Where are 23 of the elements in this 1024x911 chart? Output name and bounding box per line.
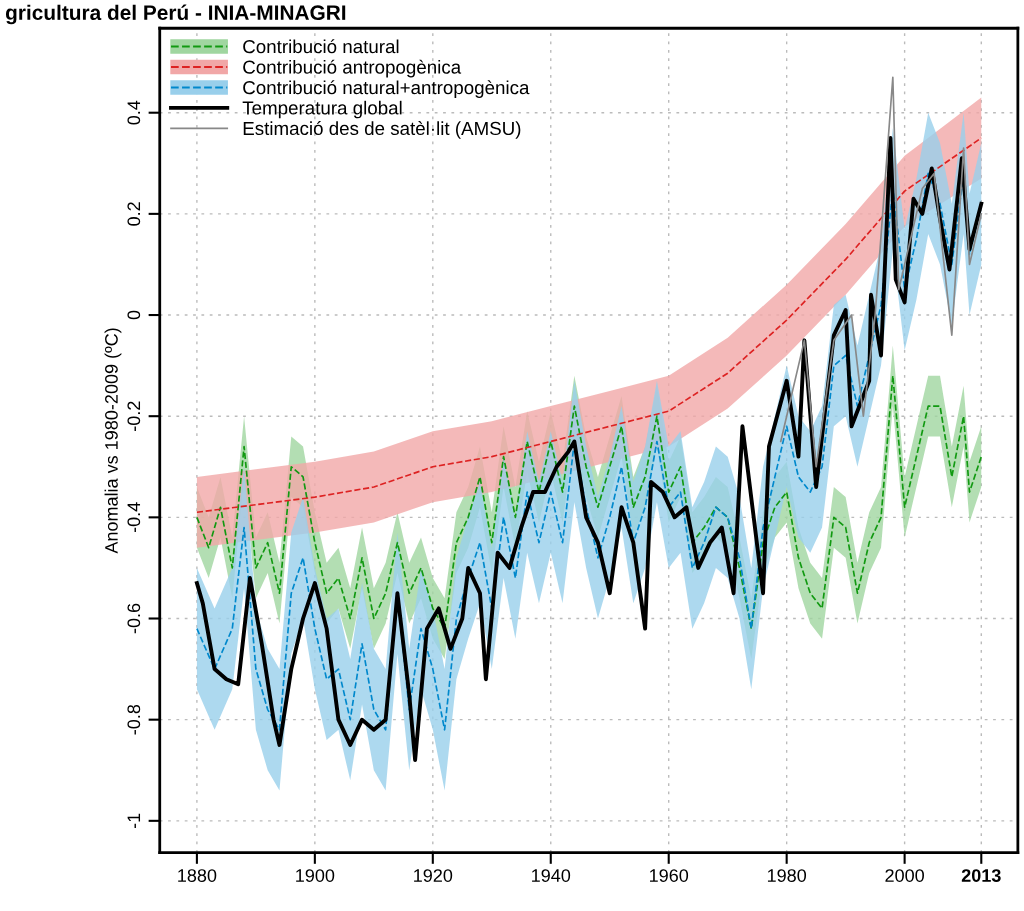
y-tick-label: -0.8 <box>127 704 141 735</box>
y-tick-label: 0 <box>127 310 141 320</box>
y-tick-label: 0.2 <box>127 202 141 226</box>
legend-label: Contribució natural+antropogènica <box>243 80 530 98</box>
legend-label: Contribució natural <box>243 39 399 54</box>
legend-label: Temperatura global <box>242 100 402 119</box>
y-tick-label: -0.2 <box>127 401 141 431</box>
x-tick-label: 1900 <box>296 869 335 882</box>
x-tick-label: 1960 <box>650 869 689 882</box>
x-tick-label: 1940 <box>532 869 571 882</box>
y-tick-label: -0.6 <box>127 603 141 634</box>
legend-label: Estimació des de satèl·lit (AMSU) <box>243 121 521 139</box>
text: gricultura del Perú - INIA-MINAGRI <box>5 4 346 25</box>
x-tick-label: 2000 <box>885 869 924 882</box>
x-tick-label: 1880 <box>178 869 217 882</box>
y-tick-label: -0.4 <box>127 502 141 533</box>
x-tick-label: 2013 <box>961 869 1001 882</box>
y-axis-title: Anomalia vs 1980-2009 (ºC) <box>104 328 122 554</box>
legend-label: Contribució antropogènica <box>243 59 462 78</box>
x-tick-label: 1980 <box>767 869 807 882</box>
x-tick-label: 1920 <box>414 869 453 882</box>
y-tick-label: 0.4 <box>127 100 141 125</box>
y-tick-label: -1 <box>127 813 141 829</box>
